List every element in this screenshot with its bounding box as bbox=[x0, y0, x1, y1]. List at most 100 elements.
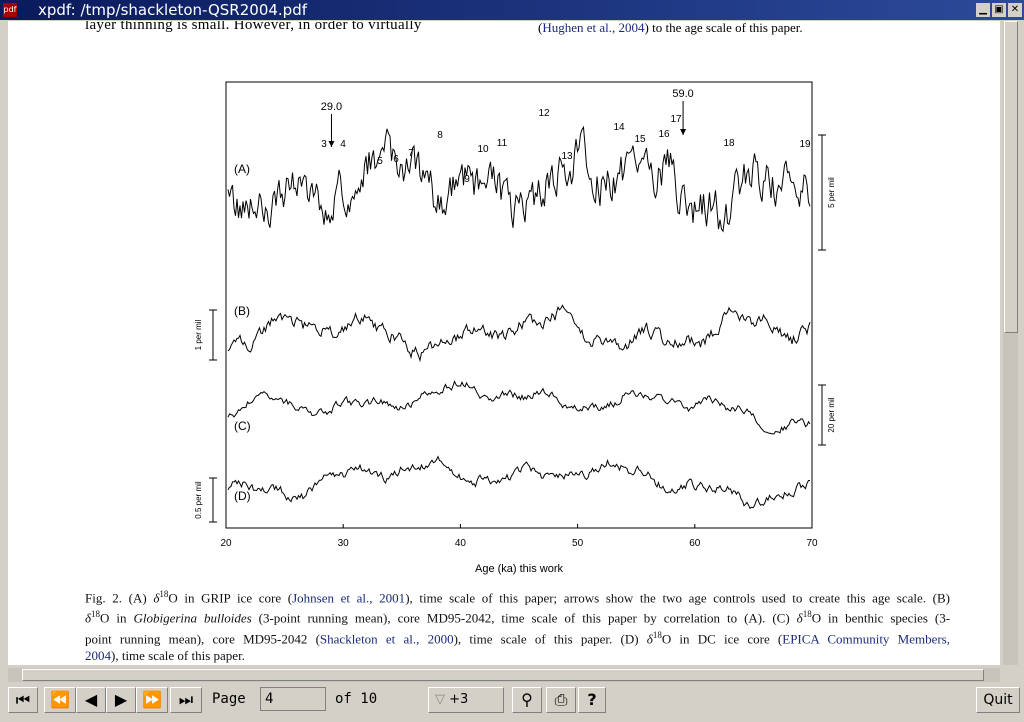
caption-line: point running mean), core MD95-2042 (Sha… bbox=[85, 627, 950, 647]
age-control-label: 29.0 bbox=[321, 101, 342, 113]
text: 18 bbox=[91, 609, 101, 620]
event-label: 15 bbox=[634, 134, 646, 145]
data-trace bbox=[227, 125, 811, 233]
data-trace bbox=[227, 304, 811, 363]
data-trace bbox=[227, 455, 810, 510]
zoom-menu[interactable]: ▽ +3 bbox=[428, 687, 504, 713]
first-page-button[interactable]: ⏮ bbox=[8, 687, 38, 713]
x-tick-label: 60 bbox=[689, 538, 701, 549]
pdf-page: layer thinning is small. However, in ord… bbox=[8, 21, 1000, 665]
text: point running mean), core MD95-2042 ( bbox=[85, 630, 320, 646]
last-page-button[interactable]: ⏭ bbox=[170, 687, 202, 713]
scroll-thumb[interactable] bbox=[22, 669, 984, 681]
scale-bar-label: 5 per mil bbox=[827, 177, 836, 208]
panel-label: (A) bbox=[234, 162, 250, 176]
text: δ bbox=[85, 610, 92, 626]
text: δ bbox=[796, 610, 803, 626]
event-label: 7 bbox=[408, 148, 414, 159]
plot-frame bbox=[225, 81, 813, 529]
scale-bar-label: 1 per mil bbox=[194, 319, 203, 350]
close-button[interactable]: ✕ bbox=[1008, 3, 1022, 17]
panel-label: (D) bbox=[234, 489, 251, 503]
citation-link[interactable]: 2004 bbox=[85, 647, 111, 663]
dropdown-icon: ▽ bbox=[435, 692, 445, 707]
citation-link[interactable]: Shackleton et al., 2000 bbox=[319, 630, 454, 646]
x-tick-label: 70 bbox=[806, 538, 818, 549]
text: ( bbox=[538, 21, 543, 35]
scroll-thumb[interactable] bbox=[1004, 21, 1018, 333]
text: ), time scale of this paper. (D) bbox=[453, 630, 647, 646]
text: 18 bbox=[652, 629, 662, 640]
back-10-button[interactable]: ⏪ bbox=[44, 687, 76, 713]
x-tick-label: 50 bbox=[572, 538, 584, 549]
caption-line: δ18O in Globigerina bulloides (3-point r… bbox=[85, 606, 950, 626]
arrow-head bbox=[328, 141, 335, 147]
page-count: of 10 bbox=[335, 691, 378, 707]
figure: 20 30 40 50 60 70 Age (ka) this work (A) (B) (C) (… bbox=[194, 81, 836, 575]
panel-label: (B) bbox=[234, 304, 250, 318]
panel-label: (C) bbox=[234, 419, 251, 433]
x-axis-label: Age (ka) this work bbox=[475, 563, 564, 575]
event-label: 14 bbox=[613, 122, 625, 133]
minimize-button[interactable]: ▁ bbox=[976, 3, 990, 17]
text: δ bbox=[153, 590, 160, 606]
text: δ bbox=[646, 630, 653, 646]
text: 18 bbox=[802, 609, 812, 620]
text: Globigerina bulloides bbox=[133, 610, 252, 626]
find-button[interactable]: ⚲ bbox=[512, 687, 542, 713]
body-text: (Hughen et al., 2004) to the age scale o… bbox=[538, 21, 803, 36]
help-button[interactable]: ? bbox=[578, 687, 606, 713]
title-bar: pdf xpdf: /tmp/shackleton-QSR2004.pdf ▁ … bbox=[0, 0, 1024, 20]
page-label: Page bbox=[212, 691, 246, 707]
text: (3-point running mean), core MD95-2042, … bbox=[251, 610, 797, 626]
vertical-scrollbar[interactable] bbox=[1003, 21, 1018, 665]
body-text: layer thinning is small. However, in ord… bbox=[85, 21, 422, 33]
horizontal-scrollbar[interactable] bbox=[8, 668, 1000, 682]
event-label: 3 bbox=[321, 139, 327, 150]
print-button[interactable]: ⎙ bbox=[546, 687, 576, 713]
arrow-head bbox=[680, 129, 687, 135]
event-label: 5 bbox=[377, 156, 383, 167]
figure-caption: Fig. 2. (A) δ18O in GRIP ice core (Johns… bbox=[85, 586, 950, 664]
x-tick-label: 20 bbox=[220, 538, 232, 549]
event-label: 8 bbox=[437, 130, 443, 141]
text: O in bbox=[100, 610, 134, 626]
event-label: 9 bbox=[464, 174, 470, 185]
app-icon: pdf bbox=[3, 3, 17, 17]
event-label: 4 bbox=[340, 139, 346, 150]
page-input[interactable]: 4 bbox=[260, 687, 326, 711]
next-page-button[interactable]: ▶ bbox=[106, 687, 136, 713]
window-title: xpdf: /tmp/shackleton-QSR2004.pdf bbox=[38, 1, 307, 19]
event-label: 17 bbox=[670, 114, 682, 125]
citation-link[interactable]: EPICA Community Members, bbox=[782, 630, 950, 646]
forward-10-button[interactable]: ⏩ bbox=[136, 687, 168, 713]
zoom-value[interactable]: +3 bbox=[449, 692, 469, 707]
text: ), time scale of this paper; arrows show… bbox=[405, 590, 951, 606]
caption-line: 2004), time scale of this paper. bbox=[85, 647, 950, 664]
event-label: 13 bbox=[561, 151, 573, 162]
text: O in DC ice core ( bbox=[661, 630, 783, 646]
scale-bar-label: 20 per mil bbox=[827, 397, 836, 432]
x-tick-label: 40 bbox=[455, 538, 467, 549]
quit-button[interactable]: Quit bbox=[976, 687, 1020, 713]
scale-bar-label: 0.5 per mil bbox=[194, 481, 203, 519]
citation-link[interactable]: Hughen et al., 2004 bbox=[542, 21, 645, 35]
prev-page-button[interactable]: ◀ bbox=[76, 687, 106, 713]
event-label: 12 bbox=[538, 108, 550, 119]
event-label: 10 bbox=[477, 144, 489, 155]
text: 18 bbox=[159, 589, 169, 599]
text: O in benthic species (3- bbox=[811, 610, 951, 626]
event-label: 11 bbox=[497, 138, 508, 149]
citation-link[interactable]: Johnsen et al., 2001 bbox=[292, 590, 406, 606]
text: O in GRIP ice core ( bbox=[168, 590, 293, 606]
text: ), time scale of this paper. bbox=[111, 647, 245, 663]
data-trace bbox=[227, 380, 811, 435]
event-label: 16 bbox=[658, 129, 670, 140]
event-label: 18 bbox=[723, 138, 735, 149]
event-label: 19 bbox=[799, 139, 811, 150]
event-label: 6 bbox=[393, 154, 399, 165]
text: ) to the age scale of this paper. bbox=[644, 21, 803, 35]
maximize-button[interactable]: ▣ bbox=[992, 3, 1006, 17]
text: Fig. 2. (A) bbox=[85, 590, 154, 606]
age-control-label: 59.0 bbox=[672, 88, 693, 100]
